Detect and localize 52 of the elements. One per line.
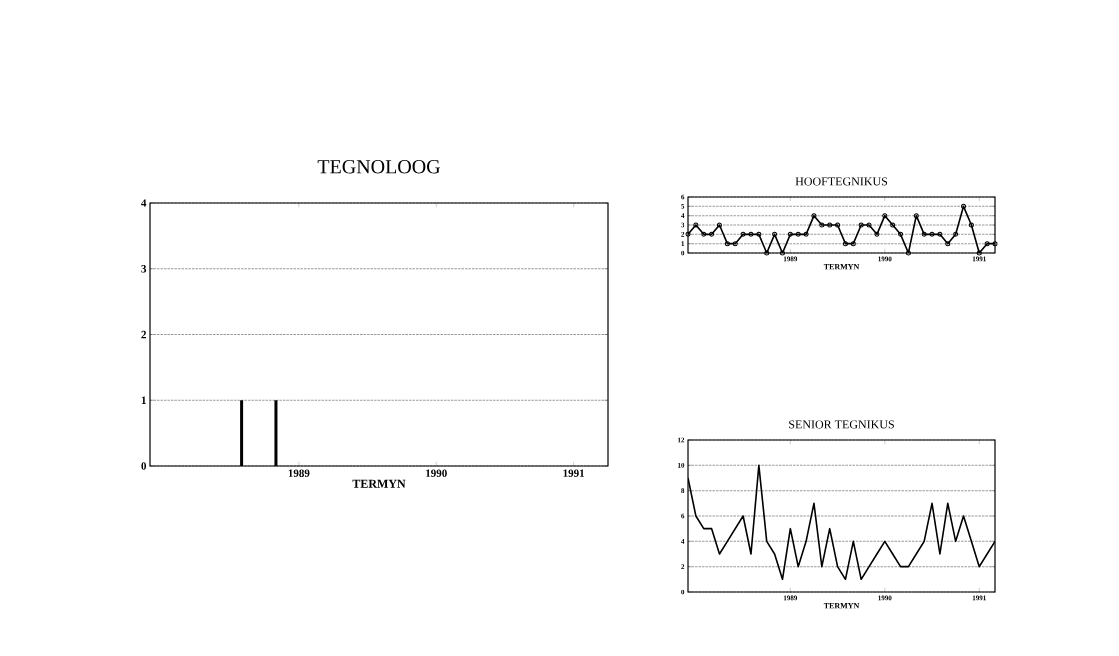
x-axis-title: TERMYN [352,479,406,488]
chart-title: TEGNOLOOG [317,160,441,174]
point [929,231,935,237]
point [787,231,793,237]
point [811,213,817,219]
point [724,241,730,247]
y-tick-label: 2 [141,330,146,339]
point [913,213,919,219]
chart-title: SENIOR TEGNIKUS [789,420,894,429]
y-tick-label: 1 [141,396,146,404]
x-tick-label: 1989 [288,469,310,477]
y-tick-label: 3 [141,265,147,273]
point [921,231,927,237]
point [772,231,778,237]
x-tick-label: 1991 [563,469,585,477]
point [890,222,896,228]
point [756,231,762,237]
point [795,231,801,237]
point [779,250,785,256]
point [842,241,848,247]
point [740,231,746,237]
point [968,222,974,228]
point [835,222,841,228]
point [827,222,833,228]
point [858,222,864,228]
point [937,231,943,237]
point [976,250,982,256]
y-tick-label: 4 [141,199,147,207]
point [898,231,904,237]
x-axis-title: TERMYN [823,603,860,609]
point [850,241,856,247]
point [905,250,911,256]
y-tick-label: 0 [141,462,147,470]
point [961,203,967,209]
point [701,231,707,237]
point [717,222,722,228]
point [945,241,951,247]
point [882,213,888,219]
point [748,231,754,237]
point [819,222,825,228]
point [764,250,770,256]
point [866,222,872,228]
point [874,231,880,237]
chart-title: HOOFTEGNIKUS [795,177,888,186]
point [984,241,990,247]
x-tick-label: 1990 [426,469,447,477]
point [732,241,738,247]
point [693,222,699,228]
point [803,231,809,237]
point [709,231,715,237]
point [953,231,959,237]
x-axis-title: TERMYN [823,264,860,270]
